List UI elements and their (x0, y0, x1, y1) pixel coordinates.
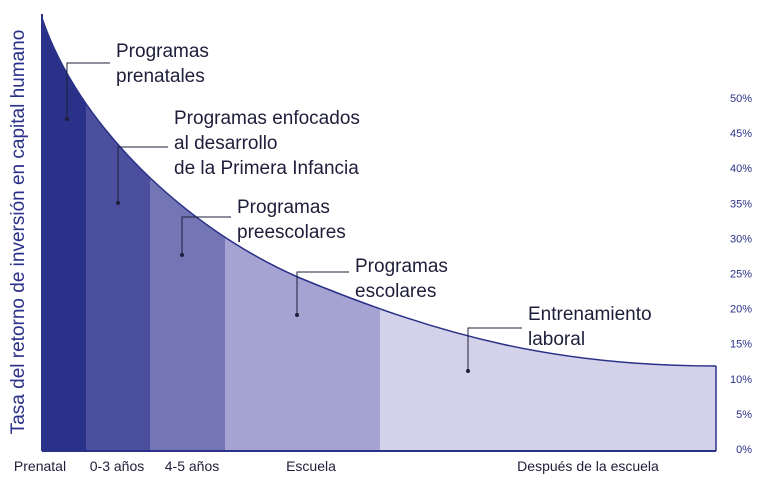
y-tick-label: 30% (730, 233, 752, 245)
y-tick-label: 40% (730, 163, 752, 175)
annotation-dot (466, 369, 470, 373)
return-curve (41, 17, 717, 367)
y-tick-label: 35% (730, 198, 752, 210)
annotation: Programas preescolares (180, 197, 346, 257)
annotation-leader-line (296, 271, 349, 315)
annotation-label: Entrenamiento laboral (528, 304, 652, 350)
annotation-dot (295, 313, 299, 317)
annotation: Entrenamiento laboral (466, 304, 652, 373)
y-tick-label: 15% (730, 339, 752, 351)
annotation: Programas enfocados al desarrollo de la Pr… (116, 108, 360, 205)
y-tick-label: 20% (730, 304, 752, 316)
annotation-label: Programas escolares (355, 256, 448, 302)
x-category-label: 4-5 años (165, 458, 219, 474)
annotations: Programas prenatales Programas enfocados al… (65, 41, 652, 373)
y-tick-label: 45% (730, 128, 752, 140)
y-tick-label: 25% (730, 269, 752, 281)
annotation-label: Programas enfocados al desarrollo de la Pr… (174, 108, 360, 179)
annotation-dot (65, 117, 69, 121)
segment-area (380, 18, 716, 451)
x-category-label: Escuela (286, 458, 336, 474)
x-category-label: Después de la escuela (517, 458, 659, 474)
y-tick-labels: 0% 5% 10% 15% 20% 25% 30% 35% 40% 45% 50% (730, 93, 752, 456)
x-category-labels: Prenatal 0-3 años 4-5 años Escuela Después d… (14, 458, 659, 474)
x-category-label: Prenatal (14, 458, 66, 474)
annotation-dot (180, 253, 184, 257)
annotation-leader-line (467, 327, 522, 371)
annotation-dot (116, 201, 120, 205)
y-tick-label: 0% (736, 444, 752, 456)
y-tick-label: 50% (730, 93, 752, 105)
y-tick-label: 5% (736, 409, 752, 421)
annotation-label: Programas preescolares (237, 197, 346, 243)
annotation-leader-line (181, 216, 231, 255)
annotation: Programas escolares (295, 256, 448, 317)
y-tick-label: 10% (730, 374, 752, 386)
y-axis-label: Tasa del retorno de inversión en capital… (8, 30, 29, 435)
annotation-label: Programas prenatales (116, 41, 209, 87)
annotation: Programas prenatales (65, 41, 209, 121)
annotation-leader-line (66, 62, 110, 119)
annotation-leader-line (117, 146, 168, 203)
x-category-label: 0-3 años (90, 458, 144, 474)
